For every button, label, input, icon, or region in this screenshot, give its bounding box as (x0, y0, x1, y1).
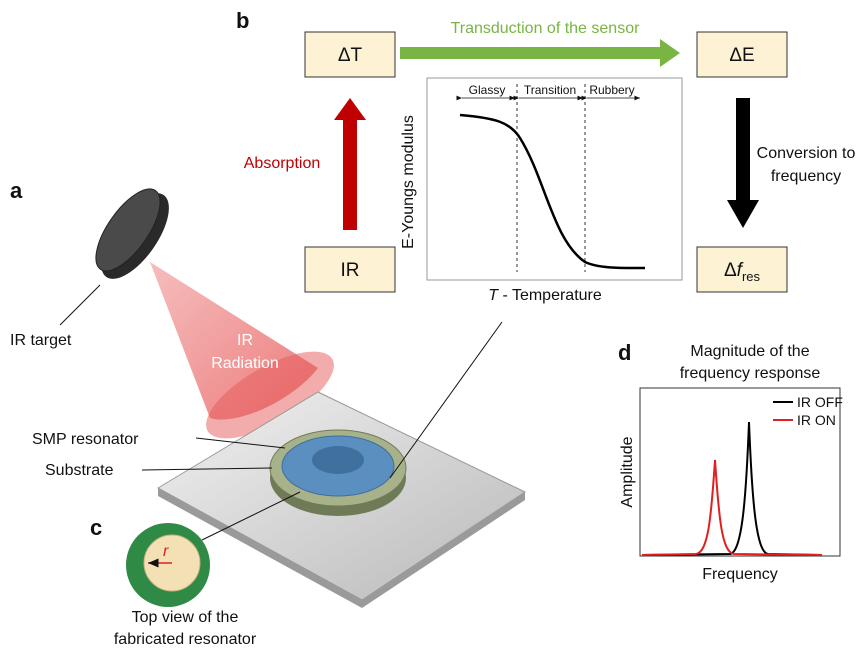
plot-frame (427, 78, 682, 280)
plot-title: Magnitude of the (690, 343, 809, 360)
arrow-label: Conversion to (757, 145, 856, 162)
legend-label: IR ON (797, 412, 836, 428)
box-label-part: Δ (724, 260, 737, 281)
arrow-label: frequency (771, 168, 841, 185)
legend-label: IR OFF (797, 394, 843, 410)
panel-label: c (90, 515, 102, 540)
arrow-label: Transduction of the sensor (451, 20, 641, 37)
radiation-label: Radiation (211, 355, 279, 372)
radiation-label: IR (237, 332, 253, 349)
arrow-label: Absorption (244, 155, 321, 172)
resonator-well (312, 446, 364, 474)
axis-label: E-Youngs modulus (400, 115, 417, 249)
caption: fabricated resonator (114, 631, 257, 648)
panel-label: b (236, 8, 249, 33)
axis-label: Frequency (702, 566, 778, 583)
region-label: Transition (524, 83, 576, 97)
figure: b a c d ΔT ΔE IR Δfres Transduction of t… (0, 0, 867, 652)
panel-label: a (10, 178, 23, 203)
leader-line (60, 285, 100, 325)
setup-label: IR target (10, 332, 72, 349)
region-label: Glassy (469, 83, 506, 97)
caption: Top view of the (132, 609, 239, 626)
panel-label: d (618, 340, 631, 365)
setup-label: SMP resonator (32, 431, 139, 448)
box-label: ΔE (729, 45, 754, 66)
conversion-arrow (727, 98, 759, 228)
plot-title: frequency response (680, 365, 821, 382)
axis-label: Amplitude (619, 436, 636, 507)
absorption-arrow (334, 98, 366, 230)
setup-label: Substrate (45, 462, 114, 479)
transduction-arrow (400, 39, 680, 67)
box-label-part: res (742, 269, 761, 284)
axis-label-part: - Temperature (498, 287, 602, 304)
region-label: Rubbery (589, 83, 634, 97)
axis-label: T - Temperature (488, 287, 602, 304)
box-label: ΔT (338, 45, 363, 66)
box-label: IR (341, 260, 360, 281)
radius-label: r (163, 543, 169, 560)
